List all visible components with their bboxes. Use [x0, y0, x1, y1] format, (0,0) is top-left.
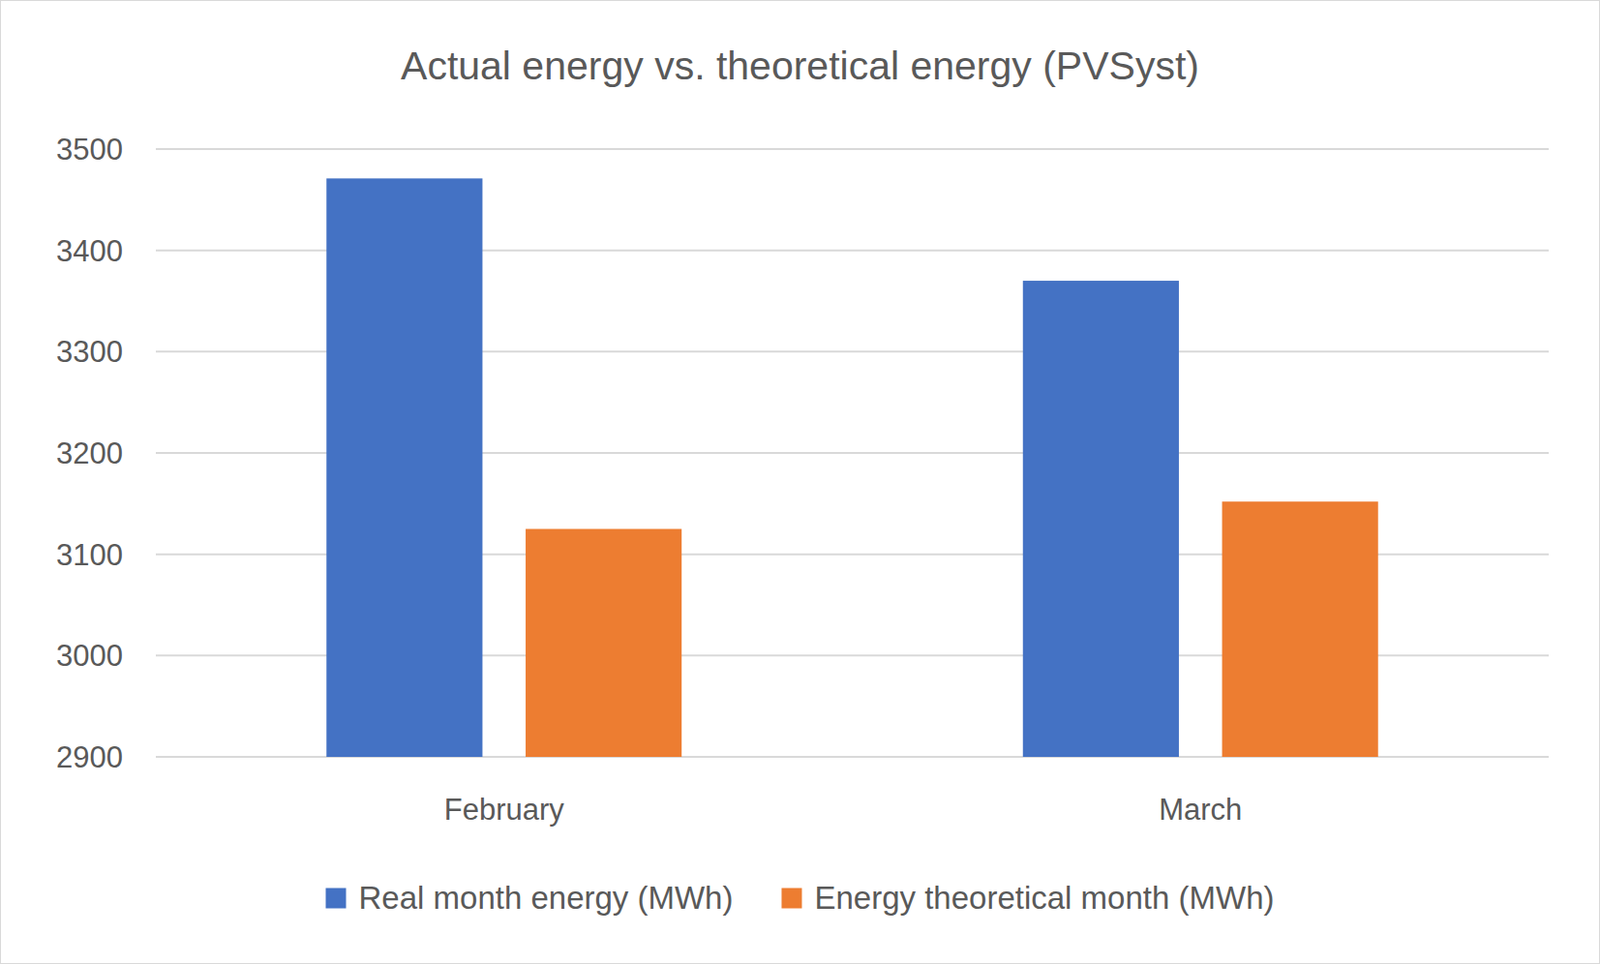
y-tick-label: 3000: [56, 638, 123, 673]
y-tick-label: 3400: [56, 234, 123, 269]
chart-root: Actual energy vs. theoretical energy (PV…: [0, 0, 1600, 964]
y-tick-label: 3500: [56, 132, 123, 167]
background: [0, 0, 1600, 964]
y-tick-label: 2900: [56, 740, 123, 775]
title: Actual energy vs. theoretical energy (PV…: [400, 43, 1200, 89]
legend-label: Real month energy (MWh): [359, 879, 734, 916]
grid-line: [155, 148, 1549, 151]
x-tick-label: March: [1158, 792, 1242, 827]
bar: [525, 529, 682, 758]
bar: [326, 178, 483, 757]
bars: [326, 178, 1378, 757]
bar: [1023, 280, 1179, 757]
legend-swatch: [326, 888, 347, 909]
legend: Real month energy (MWh) Energy theoretica…: [326, 879, 1275, 916]
y-tick-label: 3100: [56, 538, 123, 573]
legend-swatch: [781, 888, 802, 909]
bar: [1222, 501, 1379, 757]
y-tick-label: 3200: [56, 436, 123, 471]
y-tick-label: 3300: [56, 334, 123, 369]
legend-label: Energy theoretical month (MWh): [814, 879, 1274, 916]
x-tick-label: February: [444, 792, 566, 827]
